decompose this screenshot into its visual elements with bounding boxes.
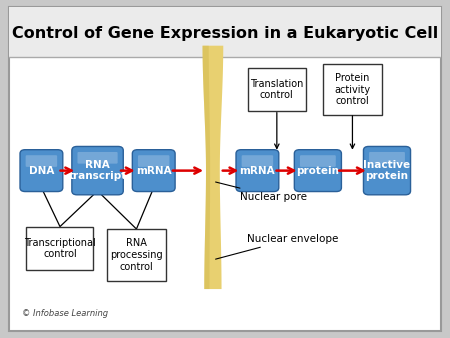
FancyBboxPatch shape [20,150,63,192]
Text: RNA
processing
control: RNA processing control [110,238,163,272]
FancyBboxPatch shape [236,150,279,192]
FancyBboxPatch shape [9,7,441,331]
Polygon shape [202,46,223,289]
FancyBboxPatch shape [72,146,123,195]
Text: Inactive
protein: Inactive protein [364,160,410,182]
Text: Nuclear envelope: Nuclear envelope [216,234,338,259]
FancyBboxPatch shape [9,7,441,57]
FancyBboxPatch shape [26,155,57,167]
Text: DNA: DNA [29,166,54,176]
Text: RNA
transcript: RNA transcript [68,160,127,182]
FancyBboxPatch shape [364,146,410,195]
FancyBboxPatch shape [138,155,170,167]
FancyBboxPatch shape [323,64,382,115]
Text: protein: protein [297,166,339,176]
FancyBboxPatch shape [107,229,166,281]
Text: mRNA: mRNA [136,166,171,176]
FancyBboxPatch shape [248,68,306,112]
Text: Translation
control: Translation control [250,79,304,100]
FancyBboxPatch shape [132,150,175,192]
FancyBboxPatch shape [300,155,336,167]
Text: Transcriptional
control: Transcriptional control [24,238,96,259]
Text: mRNA: mRNA [239,166,275,176]
Text: © Infobase Learning: © Infobase Learning [22,309,108,318]
FancyBboxPatch shape [294,150,342,192]
FancyBboxPatch shape [77,152,117,164]
Text: Protein
activity
control: Protein activity control [334,73,370,106]
Text: Nuclear pore: Nuclear pore [216,182,307,201]
Text: Control of Gene Expression in a Eukaryotic Cell: Control of Gene Expression in a Eukaryot… [12,26,438,41]
FancyBboxPatch shape [27,226,94,270]
FancyBboxPatch shape [242,155,273,167]
Polygon shape [202,46,210,289]
FancyBboxPatch shape [369,152,405,164]
